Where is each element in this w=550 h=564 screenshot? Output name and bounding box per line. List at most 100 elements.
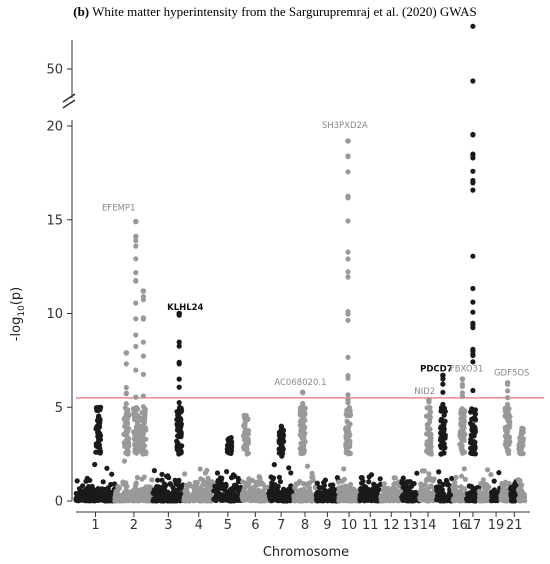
snp-point: [319, 494, 325, 500]
snp-point: [214, 470, 221, 476]
peak-point: [140, 288, 147, 294]
snp-point: [322, 477, 328, 483]
x-tick-label: 12: [383, 518, 400, 533]
snp-point: [426, 450, 433, 456]
snp-point: [232, 493, 238, 499]
snp-point: [197, 486, 203, 492]
snp-point: [139, 443, 145, 449]
snp-point: [325, 497, 331, 503]
snp-point: [345, 249, 351, 255]
peak-point: [459, 376, 466, 382]
snp-point: [139, 476, 145, 482]
snp-point: [123, 390, 129, 396]
snp-point: [244, 451, 250, 457]
snp-point: [96, 492, 102, 499]
snp-point: [424, 425, 431, 431]
axis-break-mark: [62, 93, 76, 103]
snp-point: [133, 238, 139, 244]
snp-point: [340, 488, 346, 494]
snp-point: [304, 463, 311, 469]
snp-point: [421, 468, 428, 474]
snp-point: [345, 169, 351, 175]
snp-point: [347, 450, 353, 457]
snp-point: [517, 492, 523, 498]
snp-point: [215, 490, 221, 496]
snp-point: [86, 488, 92, 494]
snp-point: [133, 442, 139, 448]
snp-point: [76, 494, 83, 500]
snp-point: [428, 432, 434, 438]
snp-point: [267, 495, 274, 501]
x-tick-label: 10: [341, 518, 358, 533]
snp-point: [133, 497, 139, 503]
snp-point: [122, 423, 128, 429]
y-tick-label: 15: [46, 213, 63, 228]
snp-point: [454, 496, 460, 502]
snp-point: [228, 489, 234, 495]
snp-point: [516, 444, 523, 451]
snp-point: [302, 481, 308, 487]
snp-point: [484, 497, 490, 503]
snp-point: [470, 253, 476, 259]
x-tick-label: 14: [420, 518, 437, 533]
snp-point: [419, 485, 425, 491]
snp-point: [115, 484, 121, 490]
snp-point: [291, 498, 298, 504]
y-axis-title-base: -log: [9, 317, 24, 342]
snp-point: [226, 438, 232, 444]
snp-point: [508, 484, 514, 490]
snp-point: [244, 442, 250, 448]
snp-point: [109, 471, 115, 477]
snp-point: [461, 466, 467, 472]
snp-point: [132, 485, 138, 491]
snp-point: [174, 444, 180, 450]
snp-point: [426, 471, 432, 477]
snp-point: [335, 479, 342, 485]
snp-point: [145, 491, 151, 497]
snp-point: [286, 465, 292, 471]
snp-point: [440, 389, 446, 395]
snp-point: [134, 421, 140, 427]
peak-point: [299, 389, 306, 396]
snp-point: [173, 481, 179, 487]
snp-point: [177, 405, 183, 411]
snp-point: [439, 487, 445, 493]
snp-point: [438, 445, 444, 451]
peak-point: [426, 397, 432, 403]
snp-point: [404, 497, 410, 503]
x-tick-label: 1: [91, 518, 99, 533]
snp-point: [128, 495, 134, 501]
snp-point: [140, 423, 146, 430]
snp-point: [306, 493, 312, 499]
snp-point: [124, 488, 130, 494]
gene-labels-group: WBP2SH3PXD2AEFEMP1KLHL24AC068020.1PDCD7F…: [102, 121, 530, 397]
snp-point: [142, 449, 148, 455]
snp-point: [195, 492, 201, 498]
snp-point: [159, 471, 165, 477]
snp-point: [440, 381, 446, 387]
snp-point: [391, 481, 397, 487]
snp-point: [366, 488, 372, 494]
snp-point: [271, 462, 277, 468]
snp-point: [140, 294, 146, 300]
snp-point: [462, 486, 468, 492]
snp-point: [400, 484, 406, 490]
snp-point: [244, 497, 250, 503]
snp-point: [313, 493, 319, 499]
snp-point: [480, 477, 486, 483]
snp-point: [440, 497, 446, 503]
snp-point: [345, 397, 351, 403]
axis-break-mark: [62, 99, 76, 109]
snp-point: [112, 494, 119, 500]
snp-point: [336, 485, 342, 491]
snp-point: [459, 393, 465, 399]
snp-point: [263, 496, 269, 502]
snp-point: [279, 440, 285, 446]
snp-point: [203, 491, 209, 497]
snp-point: [138, 436, 144, 442]
snp-point: [166, 497, 172, 503]
snp-point: [505, 388, 511, 394]
snp-point: [500, 489, 506, 495]
snp-point: [310, 477, 316, 484]
